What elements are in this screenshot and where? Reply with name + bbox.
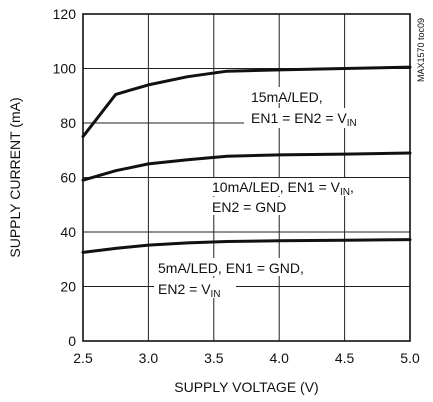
- y-tick-labels: 0 20 40 60 80 100 120: [53, 6, 77, 349]
- x-tick-label: 2.5: [73, 350, 93, 366]
- annotation-line: EN1 = EN2 = VIN: [251, 110, 357, 129]
- annotation-line: 10mA/LED, EN1 = VIN,: [212, 179, 354, 198]
- plot-frame: [82, 13, 411, 342]
- annotation-line: 15mA/LED,: [251, 89, 323, 105]
- annotation-line: EN2 = GND: [212, 199, 286, 215]
- x-tick-labels: 2.5 3.0 3.5 4.0 4.5 5.0: [73, 350, 420, 366]
- annotation-2: 10mA/LED, EN1 = VIN,EN2 = GND: [208, 178, 372, 215]
- annotation-line: 5mA/LED, EN1 = GND,: [158, 260, 304, 276]
- x-tick-label: 4.0: [269, 350, 289, 366]
- y-tick-label: 60: [60, 170, 76, 186]
- y-tick-label: 80: [60, 115, 76, 131]
- annotations: 15mA/LED, EN1 = EN2 = VIN 10mA/LED, EN1 = …: [154, 87, 412, 300]
- x-tick-label: 3.5: [204, 350, 224, 366]
- y-tick-label: 100: [53, 61, 77, 77]
- x-tick-label: 5.0: [400, 350, 420, 366]
- annotation-1: 15mA/LED, EN1 = EN2 = VIN: [244, 87, 412, 129]
- grid: [83, 14, 410, 341]
- y-tick-label: 20: [60, 279, 76, 295]
- annotation-3: 5mA/LED, EN1 = GND, EN2 = VIN: [154, 258, 324, 300]
- y-axis-label: SUPPLY CURRENT (mA): [7, 97, 23, 257]
- x-tick-label: 4.5: [335, 350, 355, 366]
- y-tick-label: 40: [60, 224, 76, 240]
- figure-code: MAX1570 toc09: [416, 18, 426, 82]
- series-line-3: [81, 238, 412, 254]
- series-line-2: [81, 151, 412, 182]
- y-tick-label: 0: [68, 333, 76, 349]
- series-group: [81, 65, 412, 254]
- x-tick-label: 3.0: [139, 350, 159, 366]
- series-line-1: [81, 65, 412, 139]
- x-axis-label: SUPPLY VOLTAGE (V): [174, 379, 318, 395]
- y-tick-label: 120: [53, 6, 77, 22]
- annotation-line: EN2 = VIN: [158, 281, 221, 300]
